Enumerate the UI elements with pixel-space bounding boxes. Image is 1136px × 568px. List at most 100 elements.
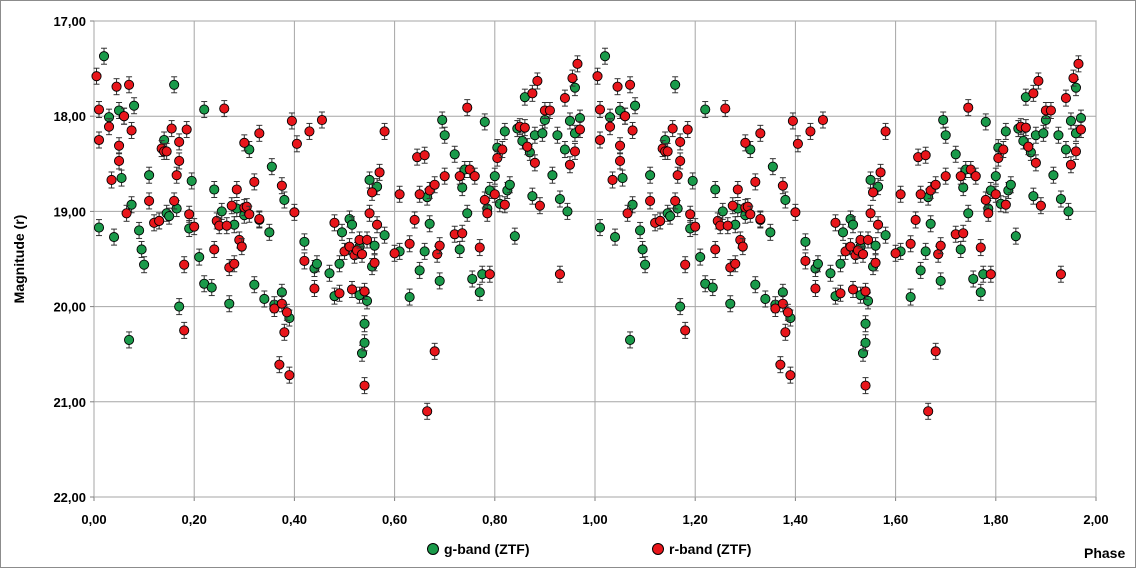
legend-label-g-band: g-band (ZTF)	[444, 541, 530, 557]
marker-r-band	[993, 153, 1004, 164]
data-point-r-band	[367, 183, 378, 201]
marker-r-band	[920, 150, 931, 161]
data-point-g-band	[630, 97, 641, 115]
data-point-g-band	[617, 169, 628, 187]
marker-g-band	[467, 273, 478, 285]
marker-r-band	[364, 208, 375, 219]
marker-r-band	[777, 180, 788, 191]
data-point-g-band	[938, 111, 949, 129]
data-point-r-band	[171, 166, 182, 184]
data-point-r-band	[1020, 119, 1031, 137]
legend-marker-r-band	[652, 543, 664, 555]
data-point-r-band	[607, 171, 618, 189]
data-point-r-band	[727, 197, 738, 215]
data-point-g-band	[860, 315, 871, 333]
data-point-r-band	[569, 142, 581, 160]
marker-g-band	[1063, 206, 1074, 217]
marker-r-band	[594, 134, 606, 146]
marker-r-band	[1075, 124, 1087, 135]
marker-g-band	[136, 244, 147, 255]
marker-r-band	[755, 213, 766, 225]
data-point-g-band	[311, 255, 322, 273]
marker-r-band	[770, 303, 781, 314]
marker-r-band	[662, 146, 673, 157]
marker-g-band	[439, 130, 450, 141]
marker-r-band	[254, 213, 265, 225]
data-point-r-band	[414, 185, 425, 203]
data-point-g-band	[529, 126, 540, 144]
marker-r-band	[895, 189, 906, 200]
marker-g-band	[915, 265, 926, 276]
marker-r-band	[166, 123, 177, 134]
data-point-g-band	[812, 255, 823, 273]
marker-g-band	[356, 348, 368, 359]
data-point-g-band	[915, 261, 926, 279]
marker-r-band	[868, 187, 879, 198]
marker-r-band	[564, 159, 576, 170]
data-point-r-band	[662, 142, 673, 160]
marker-g-band	[569, 82, 581, 93]
data-point-g-band	[800, 233, 811, 251]
data-point-r-band	[121, 204, 132, 222]
marker-r-band	[474, 242, 485, 253]
data-point-r-band	[720, 100, 731, 118]
marker-g-band	[617, 173, 628, 184]
data-point-g-band	[640, 256, 651, 274]
marker-r-band	[189, 221, 200, 232]
marker-g-band	[457, 182, 468, 193]
marker-g-band	[186, 175, 197, 186]
marker-g-band	[359, 318, 370, 329]
marker-r-band	[1028, 88, 1039, 99]
marker-r-band	[645, 195, 656, 206]
marker-r-band	[810, 283, 821, 294]
marker-r-band	[291, 138, 302, 149]
marker-g-band	[935, 275, 946, 286]
marker-r-band	[434, 240, 445, 251]
marker-r-band	[394, 189, 405, 200]
marker-g-band	[865, 174, 876, 186]
data-point-g-band	[1020, 88, 1031, 106]
marker-r-band	[379, 126, 390, 137]
x-tick-label: 1,80	[983, 512, 1008, 527]
marker-r-band	[409, 214, 420, 226]
data-point-r-band	[627, 121, 638, 139]
data-point-g-band	[93, 219, 105, 237]
marker-r-band	[529, 157, 540, 168]
marker-g-band	[279, 194, 290, 206]
data-point-r-band	[1023, 138, 1034, 156]
marker-g-band	[750, 279, 761, 290]
data-point-r-band	[449, 225, 460, 243]
marker-r-band	[857, 249, 869, 260]
data-point-r-band	[862, 231, 874, 249]
data-point-g-band	[700, 101, 711, 119]
marker-r-band	[219, 103, 230, 114]
marker-r-band	[544, 105, 555, 116]
data-point-r-band	[544, 101, 555, 119]
data-point-r-band	[800, 252, 811, 270]
data-point-r-band	[655, 212, 666, 230]
data-point-r-band	[875, 163, 886, 181]
data-point-g-band	[1055, 190, 1066, 208]
data-point-r-band	[930, 176, 941, 194]
marker-g-band	[609, 232, 621, 243]
data-point-r-band	[857, 245, 869, 263]
data-point-r-band	[667, 120, 678, 138]
data-point-g-band	[169, 76, 180, 94]
data-point-r-band	[462, 99, 473, 117]
data-point-r-band	[374, 163, 385, 181]
marker-g-band	[717, 206, 728, 217]
data-point-r-band	[775, 356, 786, 374]
marker-r-band	[627, 125, 638, 136]
marker-r-band	[184, 209, 195, 220]
marker-r-band	[970, 171, 981, 182]
data-point-g-band	[479, 113, 490, 131]
marker-g-band	[800, 236, 811, 247]
data-point-g-band	[559, 141, 570, 159]
marker-r-band	[316, 114, 328, 126]
marker-r-band	[612, 81, 623, 92]
marker-g-band	[93, 222, 105, 233]
data-point-g-band	[324, 264, 335, 282]
marker-r-band	[1023, 141, 1034, 152]
data-point-r-band	[231, 181, 242, 199]
data-point-r-band	[281, 303, 292, 321]
